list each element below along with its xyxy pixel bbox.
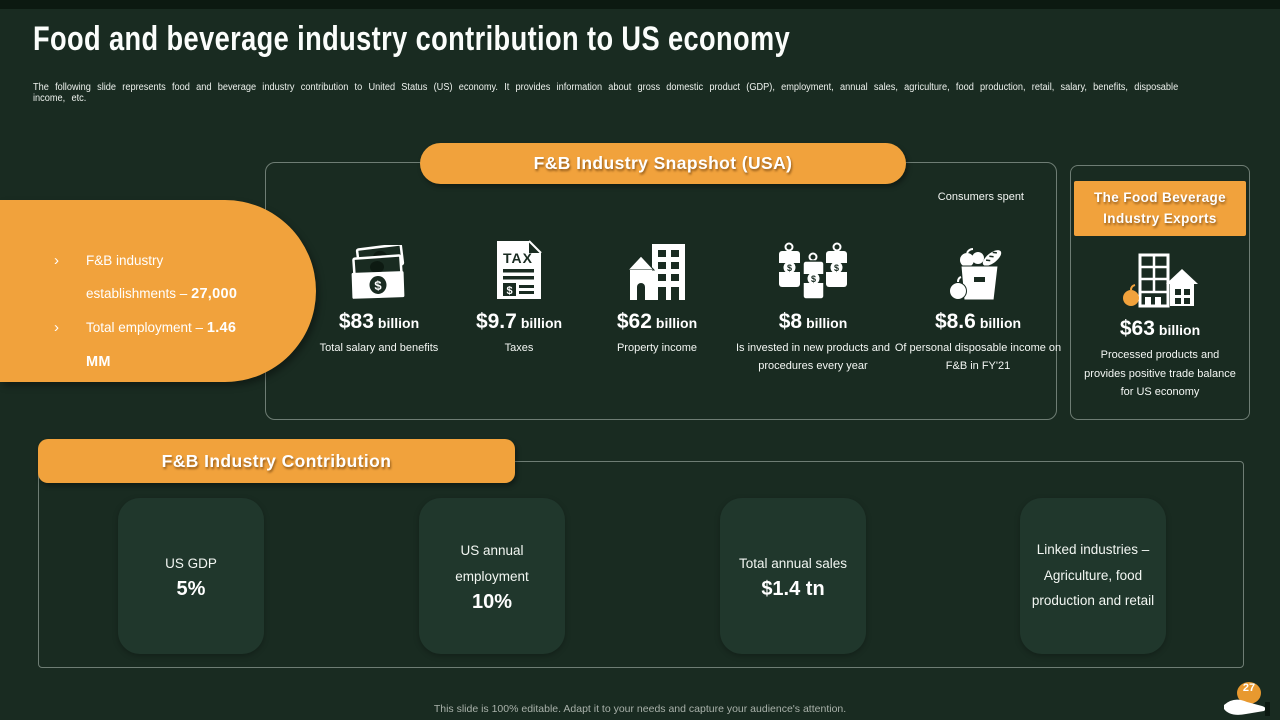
stat-taxes: TAX $ $9.7 billion Taxes (449, 221, 589, 357)
snapshot-header: F&B Industry Snapshot (USA) (420, 143, 906, 184)
page-number: 27 (1243, 682, 1255, 694)
tax-document-icon: TAX $ (449, 221, 589, 301)
box-label: US annual employment (455, 543, 529, 584)
exports-panel: The Food Beverage Industry Exports $63 bi… (1070, 165, 1250, 420)
svg-text:$: $ (811, 274, 816, 284)
box-label: Linked industries – Agriculture, food pr… (1031, 542, 1155, 609)
exports-header: The Food Beverage Industry Exports (1074, 181, 1246, 236)
contribution-box-linked-industries: Linked industries – Agriculture, food pr… (1020, 498, 1166, 654)
box-value: 5% (176, 577, 206, 600)
left-highlights-panel: › F&B industry establishments – 27,000 ›… (0, 200, 316, 382)
box-value: 10% (471, 590, 513, 613)
stat-desc: Total salary and benefits (319, 342, 439, 354)
slide-subtitle-text: The following slide represents food and … (33, 82, 1179, 104)
list-item: › Total employment – 1.46 MM (54, 311, 254, 379)
list-item-label: Total employment – (86, 320, 204, 335)
stat-amount: $8 (778, 310, 803, 333)
contribution-header-text: F&B Industry Contribution (161, 450, 392, 471)
list-item-value: 27,000 (191, 286, 238, 302)
exports-desc: Processed products and provides positive… (1084, 349, 1236, 399)
stat-unit: billion (655, 315, 698, 331)
page-title-text: Food and beverage industry contribution … (33, 20, 791, 58)
page-title: Food and beverage industry contribution … (33, 20, 979, 59)
list-item-text: F&B industry establishments – 27,000 (86, 244, 254, 311)
contribution-box-employment: US annual employment 10% (419, 498, 565, 654)
stat-value: $83 billion (309, 310, 449, 334)
cans-icon: $ $ $ (728, 221, 898, 301)
box-label: US GDP (165, 556, 217, 572)
building-icon (587, 221, 727, 301)
stat-unit: billion (979, 315, 1022, 331)
consumers-spent-label: Consumers spent (937, 191, 1024, 203)
chevron-bullet-icon: › (54, 319, 59, 336)
stat-unit: billion (1158, 322, 1201, 338)
contribution-box-gdp: US GDP 5% (118, 498, 264, 654)
stat-amount: $8.6 (934, 310, 976, 333)
stat-value: $8.6 billion (893, 310, 1063, 334)
export-buildings-icon (1071, 250, 1249, 310)
stat-value: $62 billion (587, 310, 727, 334)
footer-note: This slide is 100% editable. Adapt it to… (433, 703, 847, 715)
list-item-label: F&B industry establishments – (86, 253, 188, 301)
stat-value: $8 billion (728, 310, 898, 334)
stat-amount: $63 (1119, 317, 1155, 340)
exports-header-text: The Food Beverage Industry Exports (1093, 190, 1227, 226)
stat-value: $9.7 billion (449, 310, 589, 334)
stat-unit: billion (520, 315, 563, 331)
svg-text:$: $ (834, 263, 839, 273)
box-label: Total annual sales (738, 556, 848, 572)
stat-consumer-spend: $8.6 billion Of personal disposable incom… (893, 221, 1063, 375)
contribution-panel: US GDP 5% US annual employment 10% Total… (38, 461, 1244, 668)
snapshot-header-text: F&B Industry Snapshot (USA) (533, 153, 793, 173)
svg-text:$: $ (787, 263, 792, 273)
snapshot-panel: F&B Industry Snapshot (USA) Consumers sp… (265, 143, 1061, 420)
list-item-text: Total employment – 1.46 MM (86, 311, 254, 379)
list-item-value: 1.46 MM (86, 320, 237, 370)
stat-amount: $83 (338, 310, 374, 333)
stat-amount: $62 (616, 310, 652, 333)
slide-subtitle: The following slide represents food and … (33, 82, 1280, 104)
top-strip (0, 0, 1280, 9)
stat-desc: Taxes (504, 342, 534, 354)
page-number-badge: 27 (1220, 676, 1270, 720)
stat-desc: Is invested in new products and procedur… (735, 342, 891, 373)
contribution-header: F&B Industry Contribution (38, 439, 515, 483)
list-item: › F&B industry establishments – 27,000 (54, 244, 254, 311)
svg-text:$: $ (506, 285, 512, 297)
svg-text:TAX: TAX (503, 250, 533, 266)
hand-icon (1224, 699, 1266, 715)
chevron-bullet-icon: › (54, 252, 59, 269)
exports-value: $63 billion (1071, 317, 1249, 341)
contribution-box-sales: Total annual sales $1.4 tn (720, 498, 866, 654)
stat-desc: Of personal disposable income on F&B in … (894, 342, 1062, 373)
stat-property-income: $62 billion Property income (587, 221, 727, 357)
stat-desc: Property income (616, 342, 698, 354)
stat-amount: $9.7 (475, 310, 517, 333)
grocery-bag-icon (893, 221, 1063, 301)
money-bills-icon: $ (309, 221, 449, 301)
stat-total-salary: $ $83 billion Total salary and benefits (309, 221, 449, 357)
stat-unit: billion (377, 315, 420, 331)
svg-text:$: $ (374, 278, 383, 293)
box-value: $1.4 tn (761, 577, 825, 600)
stat-unit: billion (806, 315, 848, 331)
stat-investment: $ $ $ $8 billion Is invested in new produ… (728, 221, 898, 375)
